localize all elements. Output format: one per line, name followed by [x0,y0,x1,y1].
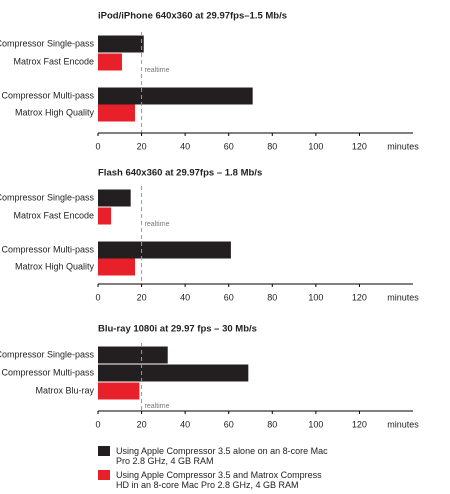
x-tick-label: 20 [137,141,147,151]
x-tick-label: 20 [137,419,147,429]
legend-label: Using Apple Compressor 3.5 alone on an 8… [116,446,328,466]
x-axis-label: minutes [387,292,419,302]
x-tick-label: 100 [308,419,323,429]
x-tick-label: 120 [352,419,367,429]
x-tick-label: 100 [308,141,323,151]
chart-title: Flash 640x360 at 29.97fps – 1.8 Mb/s [98,168,262,179]
x-tick-label: 0 [95,419,100,429]
legend-entry: Using Apple Compressor 3.5 alone on an 8… [98,446,328,466]
category-label: Compressor Multi-pass [1,367,94,377]
category-label: Compressor Single-pass [0,38,94,48]
x-tick-label: 80 [267,292,277,302]
realtime-label: realtime [145,221,170,228]
x-tick-label: 80 [267,419,277,429]
category-label: Compressor Multi-pass [1,90,94,100]
chart-title: iPod/iPhone 640x360 at 29.97fps–1.5 Mb/s [98,11,287,22]
bar [98,382,140,400]
x-tick-label: 100 [308,292,323,302]
category-label: Matrox Blu-ray [35,385,94,395]
category-label: Compressor Single-pass [0,192,94,202]
category-label: Matrox Fast Encode [13,56,94,66]
category-label: Matrox High Quality [15,107,95,117]
x-tick-label: 0 [95,292,100,302]
bar [98,207,112,225]
bar [98,53,122,71]
x-tick-label: 40 [180,292,190,302]
x-tick-label: 120 [352,141,367,151]
realtime-label: realtime [145,403,170,410]
legend-entry: Using Apple Compressor 3.5 and Matrox Co… [98,470,328,490]
bar [98,258,136,276]
bar [98,87,253,105]
bar [98,104,136,122]
x-tick-label: 60 [224,292,234,302]
x-tick-label: 0 [95,141,100,151]
x-tick-label: 120 [352,292,367,302]
x-tick-label: 80 [267,141,277,151]
category-label: Compressor Single-pass [0,349,94,359]
x-axis-label: minutes [387,419,419,429]
x-tick-label: 20 [137,292,147,302]
x-axis-label: minutes [387,141,419,151]
x-tick-label: 40 [180,419,190,429]
bar [98,35,144,53]
category-label: Matrox High Quality [15,261,95,271]
bar [98,346,168,364]
bar [98,189,131,207]
bar [98,241,231,259]
x-tick-label: 60 [224,141,234,151]
legend-label: Using Apple Compressor 3.5 and Matrox Co… [116,470,322,490]
x-tick-label: 60 [224,419,234,429]
legend-swatch [98,470,110,480]
category-label: Matrox Fast Encode [13,210,94,220]
legend: Using Apple Compressor 3.5 alone on an 8… [98,446,328,494]
category-label: Compressor Multi-pass [1,244,94,254]
legend-swatch [98,446,110,456]
realtime-label: realtime [145,67,170,74]
x-tick-label: 40 [180,141,190,151]
bar [98,364,249,382]
chart-title: Blu-ray 1080i at 29.97 fps – 30 Mb/s [98,324,257,335]
